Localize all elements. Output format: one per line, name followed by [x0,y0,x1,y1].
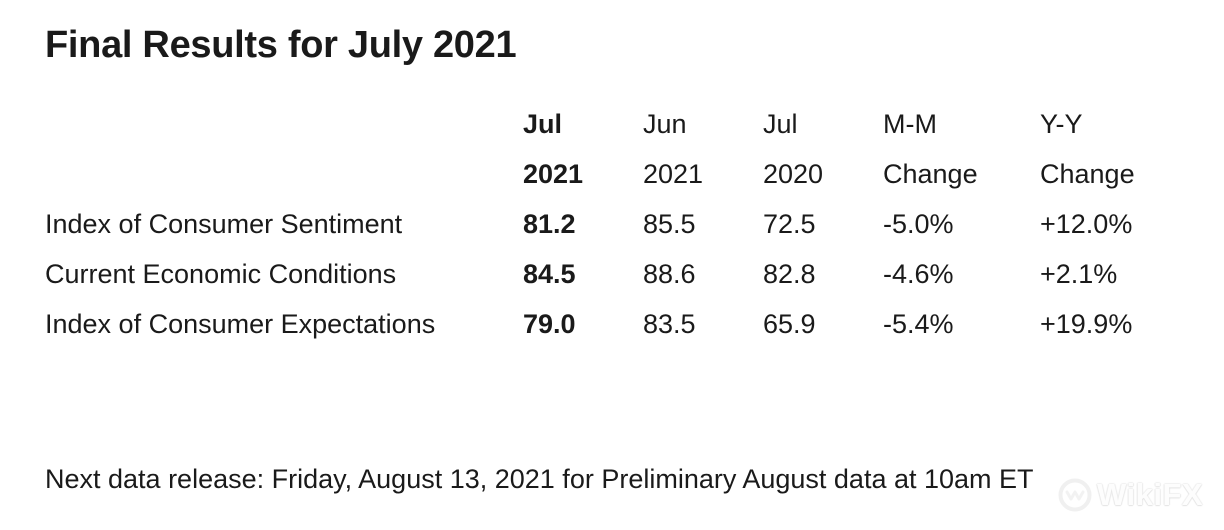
cell-expectations-jul-2021: 79.0 [523,308,576,339]
release-note: Next data release: Friday, August 13, 20… [45,464,1034,494]
wikifx-logo-icon [1058,478,1092,512]
cell-conditions-mm-change: -4.6% [883,258,954,289]
cell-sentiment-mm-change: -5.0% [883,208,954,239]
results-table: Jul Jun Jul M-M Y-Y 2021 2021 2020 Chang… [45,99,1184,349]
cell-conditions-yy-change: +2.1% [1040,258,1118,289]
col-header-mm-change-label: Change [883,158,978,189]
col-header-jun-2021-year: 2021 [643,158,704,189]
col-header-mm-change: M-M [883,108,937,139]
col-header-jun-2021: Jun [643,108,687,139]
cell-sentiment-jun-2021: 85.5 [643,208,696,239]
col-header-yy-change-label: Change [1040,158,1135,189]
cell-sentiment-jul-2020: 72.5 [763,208,816,239]
row-label-economic-conditions: Current Economic Conditions [45,258,397,289]
col-header-jul-2020: Jul [763,108,798,139]
page-title: Final Results for July 2021 [45,24,517,66]
cell-sentiment-yy-change: +12.0% [1040,208,1133,239]
col-header-jul-2021: Jul [523,108,563,139]
col-header-jul-2020-year: 2020 [763,158,824,189]
header-spacer [45,149,523,199]
cell-expectations-yy-change: +19.9% [1040,308,1133,339]
row-label-consumer-sentiment: Index of Consumer Sentiment [45,208,403,239]
cell-conditions-jul-2020: 82.8 [763,258,816,289]
row-label-consumer-expectations: Index of Consumer Expectations [45,308,436,339]
cell-conditions-jul-2021: 84.5 [523,258,576,289]
col-header-jul-2021-year: 2021 [523,158,584,189]
cell-conditions-jun-2021: 88.6 [643,258,696,289]
watermark: WikiFX [1058,477,1203,513]
header-spacer [45,99,523,149]
watermark-label: WikiFX [1097,477,1204,512]
cell-expectations-mm-change: -5.4% [883,308,954,339]
cell-sentiment-jul-2021: 81.2 [523,208,576,239]
col-header-yy-change: Y-Y [1040,108,1083,139]
cell-expectations-jul-2020: 65.9 [763,308,816,339]
cell-expectations-jun-2021: 83.5 [643,308,696,339]
